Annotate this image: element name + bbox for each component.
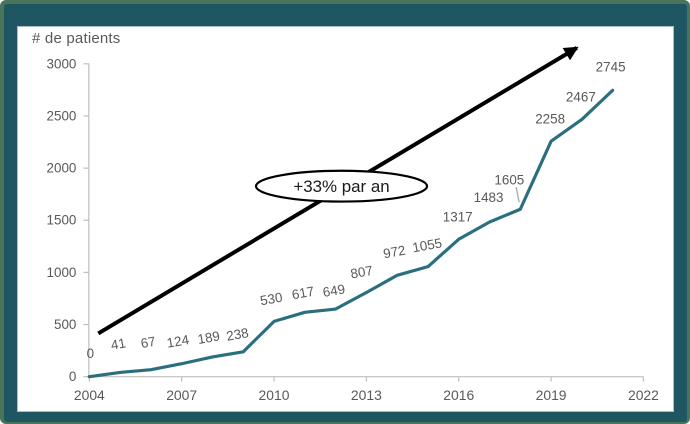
data-label-617: 617 (291, 284, 316, 303)
data-label-1605: 1605 (494, 172, 524, 187)
data-label-124: 124 (166, 332, 191, 351)
label-1605-leader-line (515, 187, 520, 203)
data-label-41: 41 (110, 335, 127, 352)
data-label-67: 67 (139, 334, 156, 351)
x-tick-label: 2004 (74, 387, 105, 403)
data-label-2745: 2745 (596, 59, 626, 74)
data-label-0: 0 (87, 346, 94, 361)
x-tick-label: 2022 (628, 387, 659, 403)
y-tick-label: 500 (54, 317, 76, 332)
data-label-2467: 2467 (566, 90, 596, 105)
data-label-649: 649 (322, 281, 347, 300)
x-tick-label: 2007 (166, 387, 197, 403)
data-label-2258: 2258 (535, 111, 565, 126)
y-tick-label: 0 (69, 369, 76, 384)
annotation-ellipse (254, 169, 429, 203)
x-tick-label: 2010 (259, 387, 290, 403)
y-axis-ticks: 3000 2500 2000 1500 1000 500 0 (47, 56, 90, 384)
y-tick-label: 1500 (47, 213, 77, 228)
growth-annotation: +33% par an (254, 169, 429, 203)
data-label-1055: 1055 (411, 235, 443, 255)
data-label-972: 972 (382, 243, 407, 262)
y-tick-label: 3000 (47, 56, 77, 71)
chart-title: # de patients (32, 30, 121, 47)
data-label-189: 189 (196, 328, 221, 347)
x-tick-label: 2013 (351, 387, 382, 403)
line-chart: 3000 2500 2000 1500 1000 500 0 2004 2007 2010 201… (47, 46, 659, 403)
y-tick-label: 1000 (47, 265, 77, 280)
patients-series-line (87, 88, 615, 379)
data-label-1483: 1483 (474, 190, 504, 205)
data-label-1317: 1317 (443, 209, 473, 224)
y-tick-label: 2000 (47, 161, 77, 176)
annotation-text: +33% par an (293, 177, 389, 196)
x-tick-label: 2016 (443, 387, 474, 403)
x-axis-ticks: 2004 2007 2010 2013 2016 2019 2022 (74, 376, 659, 403)
x-tick-label: 2019 (536, 387, 567, 403)
data-label-238: 238 (225, 325, 250, 344)
y-tick-label: 2500 (47, 108, 77, 123)
chart-panel: # de patients 3000 2500 2000 1500 1000 500 0 2… (17, 26, 674, 412)
data-label-807: 807 (349, 263, 374, 282)
data-label-530: 530 (259, 290, 284, 309)
